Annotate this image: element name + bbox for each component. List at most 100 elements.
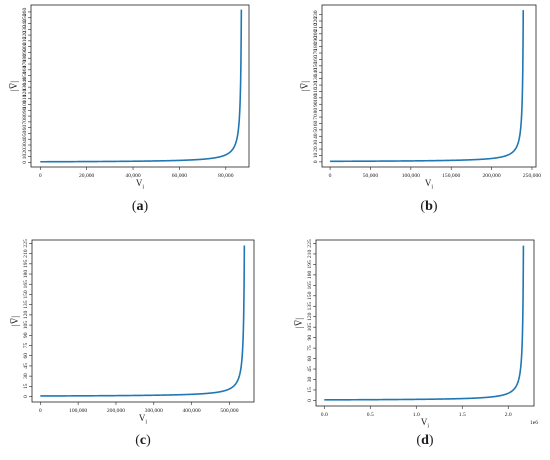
- y-tick-label: 150: [22, 71, 28, 80]
- y-tick-label: 210: [22, 36, 28, 45]
- y-tick-label: 40: [22, 136, 28, 142]
- y-tick-label: 210: [23, 249, 29, 258]
- y-tick-label: 10: [313, 152, 319, 158]
- y-tick-label: 135: [307, 302, 313, 311]
- x-tick-label: 400,000: [183, 408, 201, 414]
- x-tick-label: 100,000: [69, 408, 87, 414]
- data-series-line: [330, 10, 525, 163]
- y-tick-label: 75: [23, 343, 29, 349]
- y-tick-label: 210: [307, 250, 313, 259]
- y-tick-label: 60: [307, 356, 313, 362]
- x-tick-label: 0: [39, 408, 42, 414]
- panel-caption: (b): [420, 199, 437, 214]
- chart-panel-b: 0 50,000 100,000 150,000 200,000 250,00001020…: [300, 4, 541, 214]
- y-tick-label: 160: [22, 65, 28, 74]
- plot-frame: [31, 239, 255, 403]
- x-axis-label-subscript: i: [427, 424, 429, 430]
- y-tick-label: 230: [313, 10, 319, 19]
- y-tick-label: 45: [307, 366, 313, 372]
- y-tick-label: 30: [23, 373, 29, 379]
- x-tick-label: 150,000: [442, 173, 460, 179]
- y-tick-label: 150: [307, 291, 313, 300]
- y-tick-label: 200: [313, 29, 319, 38]
- chart-panel-a: 0 20,000 40,000 60,000 80,000010203040506070…: [9, 4, 250, 214]
- y-tick-label: 135: [23, 300, 29, 309]
- y-tick-label: 260: [22, 8, 28, 17]
- x-tick-label: 0.5: [367, 412, 374, 418]
- plot-frame: [321, 4, 537, 168]
- x-axis-label: Vi: [421, 417, 430, 430]
- y-tick-label: 165: [307, 281, 313, 290]
- y-tick-label: 110: [313, 87, 319, 95]
- y-tick-label: 100: [22, 100, 28, 109]
- x-axis-label-subscript: i: [145, 420, 147, 426]
- y-tick-label: 240: [22, 19, 28, 28]
- y-tick-label: 80: [313, 108, 319, 114]
- x-tick-label: 80,000: [218, 173, 234, 179]
- y-tick-label: 180: [313, 42, 319, 51]
- y-tick-label: 120: [313, 81, 319, 90]
- x-tick-label: 200,000: [107, 408, 125, 414]
- y-tick-label: 220: [22, 31, 28, 40]
- y-tick-label: 130: [22, 83, 28, 92]
- plot-frame: [30, 4, 250, 168]
- x-tick-label: 500,000: [220, 408, 238, 414]
- x-axis-multiplier: 1e6: [530, 420, 538, 426]
- y-tick-label: 120: [307, 312, 313, 321]
- x-tick-label: 100,000: [402, 173, 420, 179]
- y-tick-label: 120: [23, 310, 29, 319]
- y-tick-label: 10: [22, 154, 28, 160]
- data-series-line: [40, 245, 246, 397]
- x-tick-label: 0: [39, 173, 42, 179]
- y-tick-label: 45: [23, 363, 29, 369]
- y-tick-label: 160: [313, 55, 319, 64]
- y-tick-label: 70: [313, 114, 319, 120]
- panel-caption: (c): [135, 433, 151, 448]
- y-tick-label: 0: [22, 161, 28, 164]
- x-tick-label: 0.0: [321, 412, 328, 418]
- x-tick-label: 300,000: [145, 408, 163, 414]
- x-tick-label: 60,000: [172, 173, 188, 179]
- y-tick-label: 60: [23, 353, 29, 359]
- y-tick-label: 105: [307, 323, 313, 332]
- y-tick-label: 0: [313, 160, 319, 163]
- y-tick-label: 140: [313, 68, 319, 77]
- y-tick-label: 130: [313, 74, 319, 83]
- x-tick-label: 0: [329, 173, 332, 179]
- y-tick-label: 225: [307, 239, 313, 248]
- y-tick-label: 50: [313, 127, 319, 133]
- y-tick-label: 150: [23, 290, 29, 299]
- y-tick-label: 165: [23, 280, 29, 289]
- y-tick-label: 190: [22, 48, 28, 57]
- y-tick-label: 150: [313, 61, 319, 70]
- y-tick-label: 140: [22, 77, 28, 86]
- x-axis-label-subscript: i: [142, 185, 144, 191]
- y-tick-label: 15: [307, 387, 313, 393]
- y-tick-label: 60: [313, 120, 319, 126]
- panel-letter: d: [421, 433, 429, 448]
- y-tick-label: 250: [22, 13, 28, 22]
- y-tick-label: 180: [307, 270, 313, 279]
- panel-letter: b: [425, 199, 433, 214]
- y-tick-label: 230: [22, 25, 28, 34]
- chart-panel-c: 0 100,000 200,000 300,000 400,000 500,000 0 15 3…: [10, 239, 255, 448]
- y-tick-label: 90: [22, 107, 28, 113]
- y-tick-label: 90: [313, 101, 319, 107]
- y-axis-label: |V̅|: [294, 318, 304, 328]
- x-axis-label: Vi: [139, 413, 148, 426]
- y-axis-label: |V̅|: [300, 81, 310, 91]
- y-tick-label: 120: [22, 89, 28, 98]
- y-tick-label: 0: [307, 399, 313, 402]
- y-axis-label: |V̅|: [10, 316, 20, 326]
- x-tick-label: 200,000: [482, 173, 500, 179]
- x-tick-label: 1.5: [459, 412, 466, 418]
- y-tick-label: 50: [22, 130, 28, 136]
- y-tick-label: 90: [23, 332, 29, 338]
- y-tick-label: 60: [22, 125, 28, 131]
- x-axis-label-subscript: i: [431, 185, 433, 191]
- panel-letter: c: [140, 433, 146, 448]
- x-tick-label: 50,000: [363, 173, 379, 179]
- y-tick-label: 75: [307, 345, 313, 351]
- y-tick-label: 200: [22, 42, 28, 51]
